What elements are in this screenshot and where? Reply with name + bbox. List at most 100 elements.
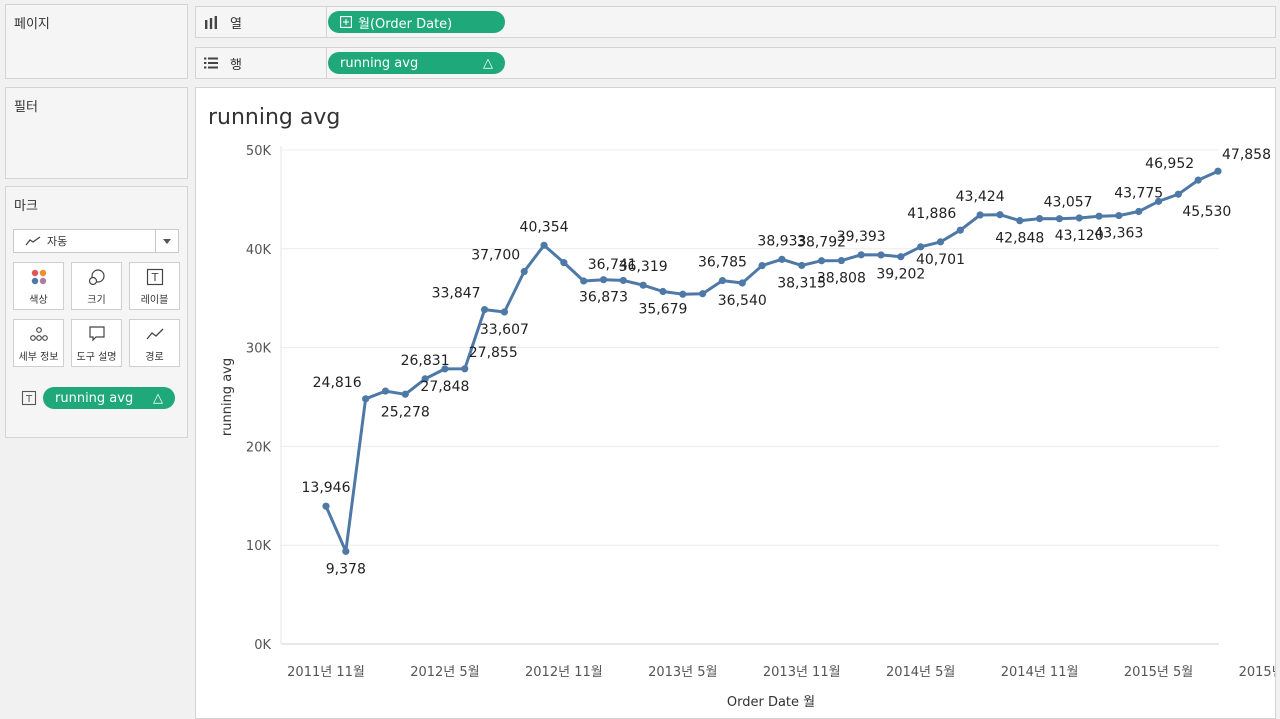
columns-shelf-label: 열 bbox=[196, 7, 327, 37]
data-label: 38,808 bbox=[817, 271, 866, 287]
rows-icon bbox=[204, 56, 220, 70]
data-label: 38,315 bbox=[777, 275, 826, 291]
data-point[interactable] bbox=[381, 387, 390, 395]
x-tick-label: 2012년 11월 bbox=[525, 665, 603, 680]
data-label: 9,378 bbox=[326, 561, 366, 577]
rows-shelf[interactable]: 행 running avg △ bbox=[195, 47, 1276, 79]
data-point[interactable] bbox=[1174, 190, 1182, 198]
data-point[interactable] bbox=[897, 253, 905, 261]
y-tick-label: 50K bbox=[246, 144, 272, 159]
data-point[interactable] bbox=[441, 365, 449, 373]
delta-icon: △ bbox=[483, 55, 493, 71]
data-label: 36,741 bbox=[588, 257, 637, 273]
data-point[interactable] bbox=[401, 390, 409, 398]
label-field-t-icon: T bbox=[21, 390, 37, 406]
data-point[interactable] bbox=[461, 365, 469, 373]
data-point[interactable] bbox=[342, 547, 350, 555]
filters-panel[interactable]: 필터 bbox=[5, 87, 188, 179]
data-point[interactable] bbox=[362, 395, 370, 403]
data-label: 46,952 bbox=[1145, 156, 1194, 172]
data-point[interactable] bbox=[738, 279, 746, 287]
worksheet-view[interactable]: running avg 0K 10K 20K 30K 40K 50K 2011년 11월 20… bbox=[195, 87, 1276, 719]
data-point[interactable] bbox=[857, 251, 865, 259]
data-point[interactable] bbox=[917, 243, 925, 251]
filters-panel-title: 필터 bbox=[14, 100, 38, 115]
data-label: 43,057 bbox=[1044, 195, 1093, 211]
color-button[interactable]: 색상 bbox=[13, 262, 64, 310]
rows-pill-text: running avg bbox=[340, 55, 419, 71]
data-point[interactable] bbox=[619, 276, 627, 285]
data-label: 43,363 bbox=[1094, 226, 1143, 242]
worksheet-title: running avg bbox=[208, 105, 341, 130]
detail-button[interactable]: 세부 정보 bbox=[13, 319, 64, 367]
line-chart[interactable]: 0K 10K 20K 30K 40K 50K 2011년 11월 2012년 5월 2012년 … bbox=[196, 88, 1275, 718]
data-point[interactable] bbox=[1036, 214, 1044, 223]
data-label: 24,816 bbox=[313, 375, 362, 391]
data-point[interactable] bbox=[817, 257, 826, 265]
data-point[interactable] bbox=[480, 305, 489, 314]
data-point[interactable] bbox=[798, 261, 806, 270]
columns-pill[interactable]: 월(Order Date) bbox=[328, 11, 505, 33]
path-button[interactable]: 경로 bbox=[129, 319, 180, 367]
line-mark-icon bbox=[25, 236, 41, 246]
data-point[interactable] bbox=[1154, 197, 1163, 205]
columns-pill-text: 월(Order Date) bbox=[358, 16, 453, 32]
mark-type-dropdown[interactable]: 자동 bbox=[13, 229, 179, 253]
data-point[interactable] bbox=[758, 261, 766, 270]
mark-type-label: 자동 bbox=[47, 235, 68, 248]
data-point[interactable] bbox=[659, 287, 667, 296]
data-point[interactable] bbox=[1194, 176, 1202, 184]
data-point[interactable] bbox=[560, 259, 568, 267]
marks-panel-title: 마크 bbox=[14, 199, 38, 214]
label-button[interactable]: T 레이블 bbox=[129, 262, 180, 310]
data-point[interactable] bbox=[421, 375, 429, 383]
data-label: 33,847 bbox=[432, 286, 481, 302]
series-line[interactable] bbox=[324, 169, 1219, 553]
data-point[interactable] bbox=[1016, 217, 1024, 225]
data-point[interactable] bbox=[996, 211, 1004, 219]
x-tick-label: 2015년 11월 bbox=[1239, 665, 1275, 680]
size-circles-icon bbox=[88, 266, 106, 288]
svg-text:T: T bbox=[150, 271, 158, 284]
data-point[interactable] bbox=[599, 276, 608, 284]
columns-shelf-label-text: 열 bbox=[230, 16, 242, 32]
data-point[interactable] bbox=[956, 226, 964, 234]
data-point[interactable] bbox=[1115, 211, 1123, 220]
data-label: 26,831 bbox=[401, 353, 450, 369]
data-point[interactable] bbox=[1135, 207, 1143, 216]
data-label: 40,354 bbox=[520, 219, 569, 235]
data-point[interactable] bbox=[837, 256, 845, 265]
y-tick-label: 30K bbox=[246, 342, 272, 357]
data-label: 38,792 bbox=[797, 235, 846, 251]
data-point[interactable] bbox=[699, 290, 707, 298]
data-point[interactable] bbox=[540, 241, 548, 249]
chevron-down-icon bbox=[155, 230, 178, 252]
data-label: 42,848 bbox=[995, 231, 1044, 247]
data-label: 38,933 bbox=[757, 233, 806, 249]
pages-panel[interactable]: 페이지 bbox=[5, 4, 188, 79]
data-point[interactable] bbox=[976, 211, 984, 219]
tooltip-button[interactable]: 도구 설명 bbox=[71, 319, 122, 367]
data-point[interactable] bbox=[520, 267, 528, 276]
x-tick-label: 2013년 11월 bbox=[763, 665, 841, 680]
data-point[interactable] bbox=[1214, 167, 1222, 175]
data-point[interactable] bbox=[639, 281, 647, 289]
tooltip-bubble-icon bbox=[88, 323, 106, 345]
y-tick-label: 10K bbox=[246, 539, 272, 554]
data-point[interactable] bbox=[500, 308, 508, 316]
data-point[interactable] bbox=[1055, 215, 1064, 223]
data-point[interactable] bbox=[778, 255, 786, 263]
x-axis-title: Order Date 월 bbox=[727, 695, 815, 710]
data-point[interactable] bbox=[1095, 212, 1103, 220]
size-button[interactable]: 크기 bbox=[71, 262, 122, 310]
label-field-pill[interactable]: running avg △ bbox=[43, 387, 175, 409]
data-point[interactable] bbox=[718, 276, 727, 285]
data-point[interactable] bbox=[877, 251, 885, 259]
data-point[interactable] bbox=[679, 290, 687, 298]
data-point[interactable] bbox=[1075, 214, 1083, 222]
data-point[interactable] bbox=[322, 502, 330, 510]
data-point[interactable] bbox=[580, 277, 588, 285]
columns-shelf[interactable]: 열 월(Order Date) bbox=[195, 6, 1276, 38]
data-point[interactable] bbox=[936, 238, 945, 246]
rows-pill[interactable]: running avg △ bbox=[328, 52, 505, 74]
